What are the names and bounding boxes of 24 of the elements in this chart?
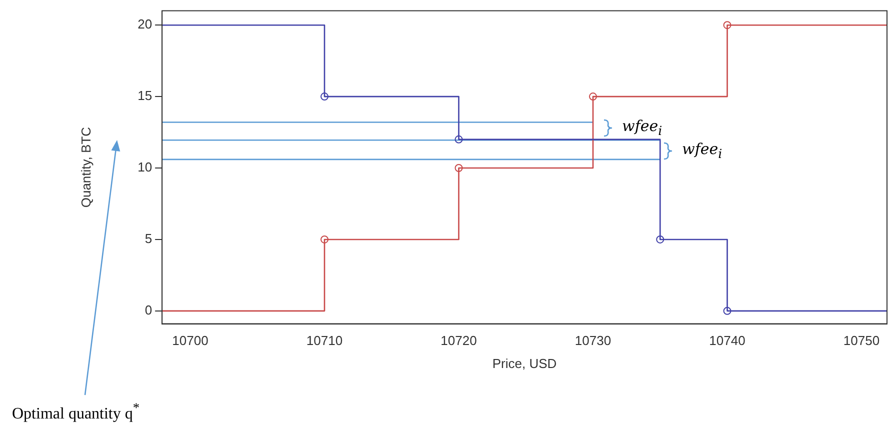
point: [320, 92, 328, 101]
y-axis-title: Quantity, BTC: [78, 126, 94, 208]
y-tick-label: 15: [138, 88, 152, 104]
y-tick-label: 10: [138, 160, 152, 175]
x-tick-label: 10740: [709, 333, 746, 348]
y-tick-label: 20: [138, 16, 152, 32]
point: [454, 164, 463, 172]
point: [723, 306, 732, 315]
y-tick-label: 0: [144, 302, 152, 318]
text: Optimal quantity q$^{*}$: [12, 400, 140, 424]
x-tick-label: 10730: [574, 333, 612, 348]
y-tick-label: 5: [144, 231, 152, 246]
x-tick-label: 10700: [172, 333, 208, 348]
point: [588, 92, 597, 101]
point: [454, 135, 463, 144]
annotation: wfee$_{i}$: [682, 140, 722, 161]
x-tick-label: 10720: [440, 333, 477, 348]
point: [656, 235, 664, 244]
point: [723, 21, 732, 30]
annotation: wfee$_{i}$: [622, 117, 662, 138]
x-axis-title: Price, USD: [492, 356, 557, 371]
point: [320, 235, 328, 244]
x-tick-label: 10710: [306, 333, 343, 348]
x-tick-label: 10750: [843, 333, 880, 348]
